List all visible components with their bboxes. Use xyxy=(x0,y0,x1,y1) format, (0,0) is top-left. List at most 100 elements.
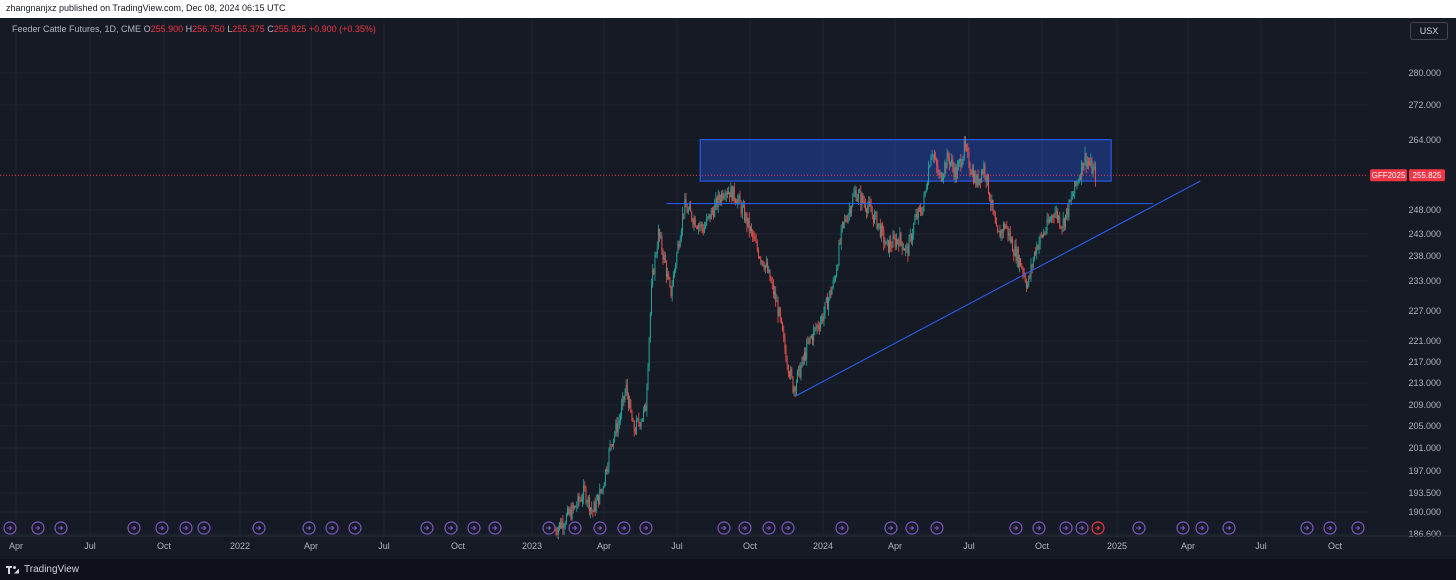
event-marker-icon[interactable] xyxy=(54,521,68,535)
candle-body xyxy=(936,158,938,167)
candle-body xyxy=(789,372,790,377)
candle-body xyxy=(718,194,720,200)
candle-body xyxy=(690,205,692,212)
candle-body xyxy=(915,214,917,219)
event-marker-icon[interactable] xyxy=(1195,521,1209,535)
event-marker-icon[interactable] xyxy=(905,521,919,535)
event-marker-icon[interactable] xyxy=(717,521,731,535)
event-marker-icon[interactable] xyxy=(568,521,582,535)
event-marker-icon[interactable] xyxy=(930,521,944,535)
currency-button[interactable]: USX xyxy=(1410,22,1448,40)
event-marker-arrow xyxy=(35,525,41,531)
event-marker-icon[interactable] xyxy=(1351,521,1365,535)
event-marker-icon[interactable] xyxy=(444,521,458,535)
event-marker-icon[interactable] xyxy=(1091,521,1105,535)
event-marker-icon[interactable] xyxy=(348,521,362,535)
event-marker-icon[interactable] xyxy=(542,521,556,535)
event-marker-icon[interactable] xyxy=(762,521,776,535)
candle-body xyxy=(866,209,867,213)
event-marker-arrow xyxy=(492,525,498,531)
event-marker-icon[interactable] xyxy=(1059,521,1073,535)
event-marker-icon[interactable] xyxy=(1300,521,1314,535)
candle-body xyxy=(878,223,880,225)
candle-body xyxy=(652,269,654,286)
candle-body xyxy=(780,318,782,323)
candle-body xyxy=(1089,163,1091,165)
time-tick-label: Oct xyxy=(451,541,466,551)
candle-body xyxy=(634,432,636,433)
time-tick-label: 2025 xyxy=(1107,541,1127,551)
time-tick-label: Oct xyxy=(1328,541,1343,551)
event-marker-icon[interactable] xyxy=(617,521,631,535)
price-axis[interactable]: 280.000 272.000 264.000 248.000 243.000 238.0… xyxy=(1368,18,1456,559)
candle-body xyxy=(561,521,563,528)
candle-body xyxy=(856,198,858,201)
event-marker-icon[interactable] xyxy=(884,521,898,535)
candle-body xyxy=(725,192,727,196)
event-marker-icon[interactable] xyxy=(781,521,795,535)
candle-body xyxy=(662,250,664,260)
event-marker-icon[interactable] xyxy=(593,521,607,535)
event-marker-icon[interactable] xyxy=(31,521,45,535)
candle-body xyxy=(770,280,772,282)
candle-body xyxy=(1009,232,1011,242)
event-marker-icon[interactable] xyxy=(639,521,653,535)
tradingview-logo[interactable]: TradingView xyxy=(6,564,79,575)
candle-body xyxy=(812,336,813,341)
event-marker-icon[interactable] xyxy=(467,521,481,535)
event-marker-icon[interactable] xyxy=(155,521,169,535)
event-marker-icon[interactable] xyxy=(420,521,434,535)
change-value: +0.900 (+0.35%) xyxy=(308,24,376,34)
candle-body xyxy=(708,214,710,217)
event-marker-icon[interactable] xyxy=(1032,521,1046,535)
candle-body xyxy=(921,212,923,215)
candle-body xyxy=(859,191,861,193)
candle-body xyxy=(579,499,581,501)
event-marker-icon[interactable] xyxy=(252,521,266,535)
candle-body xyxy=(611,444,613,446)
candle-body xyxy=(975,174,977,186)
candle-body xyxy=(720,199,721,202)
candle-body xyxy=(706,218,708,225)
price-chart[interactable]: 280.000 272.000 264.000 248.000 243.000 238.0… xyxy=(0,18,1456,559)
time-axis[interactable]: Apr Jul Oct 2022 Apr Jul Oct 2023 Apr Jul Oct 2024 A… xyxy=(0,535,1456,551)
event-marker-icon[interactable] xyxy=(1176,521,1190,535)
candle-body xyxy=(679,239,681,247)
event-marker-icon[interactable] xyxy=(1323,521,1337,535)
event-marker-icon[interactable] xyxy=(1009,521,1023,535)
event-marker-icon[interactable] xyxy=(3,521,17,535)
candle-body xyxy=(953,167,955,178)
candle-body xyxy=(905,246,907,251)
candle-body xyxy=(1053,216,1055,218)
candle-body xyxy=(971,169,973,175)
event-marker-icon[interactable] xyxy=(127,521,141,535)
candle-body xyxy=(602,487,604,490)
candle-body xyxy=(1017,249,1019,267)
event-marker-icon[interactable] xyxy=(835,521,849,535)
event-marker-icon[interactable] xyxy=(1075,521,1089,535)
candle-body xyxy=(964,140,966,148)
candle-body xyxy=(580,499,582,501)
candle-body xyxy=(568,508,570,515)
event-marker-icon[interactable] xyxy=(488,521,502,535)
candle-body xyxy=(709,214,711,220)
event-marker-icon[interactable] xyxy=(302,521,316,535)
event-marker-icon[interactable] xyxy=(738,521,752,535)
candle-body xyxy=(1075,181,1077,186)
open-value: 255.900 xyxy=(150,24,184,34)
candle-body xyxy=(728,192,729,194)
candle-body xyxy=(716,197,718,208)
event-marker-icon[interactable] xyxy=(179,521,193,535)
candle-body xyxy=(917,208,919,219)
candle-body xyxy=(1067,208,1069,217)
symbol-title[interactable]: Feeder Cattle Futures, 1D, CME xyxy=(12,24,142,34)
candle-body xyxy=(1004,224,1005,229)
close-value: 255.825 xyxy=(273,24,307,34)
candle-body xyxy=(799,366,801,378)
event-marker-icon[interactable] xyxy=(197,521,211,535)
event-marker-icon[interactable] xyxy=(1222,521,1236,535)
event-marker-icon[interactable] xyxy=(1132,521,1146,535)
candle-body xyxy=(999,230,1001,238)
event-marker-arrow xyxy=(1199,525,1205,531)
event-marker-icon[interactable] xyxy=(325,521,339,535)
